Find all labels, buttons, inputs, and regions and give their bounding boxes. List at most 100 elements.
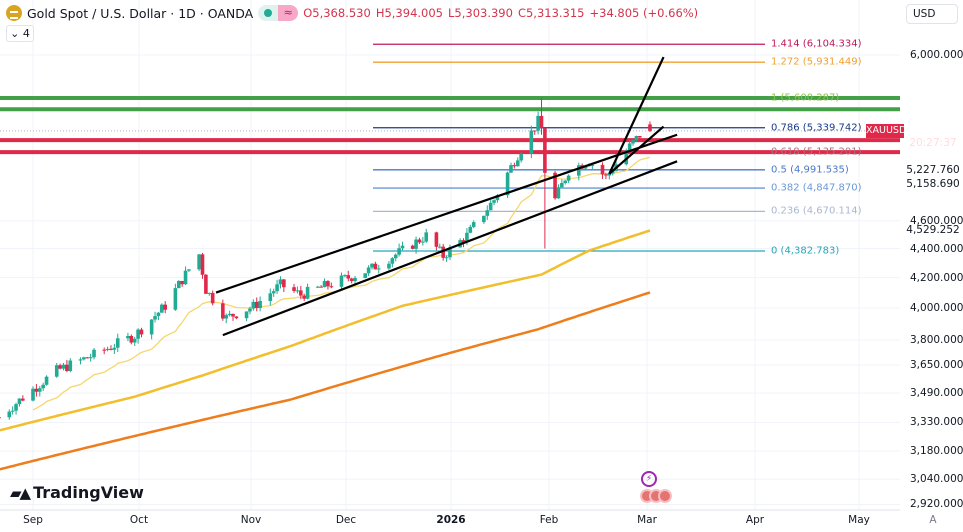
- candle-body: [85, 357, 90, 359]
- candle-body: [424, 232, 429, 242]
- candle-body: [448, 247, 452, 258]
- candle-body: [92, 349, 96, 358]
- candle-body: [417, 239, 422, 243]
- candle-body: [353, 277, 357, 282]
- price-axis-label: 3,650.000: [910, 359, 963, 372]
- candle-body: [231, 313, 235, 317]
- candle-body: [322, 281, 327, 288]
- fib-level-label: 0.786 (5,339.742): [771, 122, 862, 134]
- candle-body: [41, 384, 45, 389]
- candle-body: [248, 308, 252, 312]
- price-axis-label: 6,000.000: [910, 49, 963, 61]
- candle-body: [410, 245, 415, 249]
- price-tag-ma200: 4,100.990: [906, 285, 960, 297]
- candle-body: [88, 357, 93, 359]
- candle-body: [376, 268, 381, 270]
- candle-body: [258, 301, 262, 308]
- candle-body: [105, 348, 110, 350]
- fib-level-label: 1.414 (6,104.334): [771, 38, 862, 50]
- last-price: 5,313.315: [906, 124, 960, 136]
- trendline-channel-lower: [222, 160, 678, 337]
- candle-body: [109, 348, 113, 350]
- candle-body: [207, 292, 212, 294]
- price-tag-5135: 5,135.000: [906, 191, 960, 203]
- candle-body: [61, 364, 66, 369]
- candle-body: [200, 254, 205, 275]
- candle-body: [44, 376, 49, 385]
- candle-body: [471, 222, 476, 227]
- ohlc-close: C5,313.315: [517, 6, 585, 20]
- candle-body: [295, 290, 300, 292]
- candle-body: [492, 200, 496, 203]
- candle-body: [132, 338, 137, 343]
- price-axis-label: 3,040.000: [910, 473, 963, 486]
- candle-body: [366, 267, 371, 274]
- candle-body: [268, 293, 273, 302]
- time-axis-label: Dec: [335, 514, 357, 526]
- candle-body: [512, 165, 517, 167]
- auto-scale-button[interactable]: A: [929, 514, 937, 526]
- candle-body: [648, 124, 652, 131]
- candle-body: [305, 286, 310, 299]
- ma50-line: [0, 229, 651, 432]
- candle-body: [560, 182, 564, 188]
- candle-body: [400, 245, 405, 249]
- candle-body: [326, 281, 330, 287]
- indicators-toggle-button[interactable]: ⌄ 4: [6, 25, 34, 42]
- candle-body: [519, 153, 523, 161]
- candle-body: [485, 210, 490, 216]
- tradingview-logo: ▰▲ TradingView: [10, 483, 144, 502]
- candle-body: [566, 175, 571, 181]
- candle-body: [187, 269, 191, 271]
- candle-body: [624, 150, 629, 165]
- candle-body: [129, 335, 134, 343]
- event-lightning-icon[interactable]: ⚡: [641, 471, 657, 487]
- candle-body: [393, 254, 398, 259]
- candle-body: [82, 357, 86, 360]
- candle-body: [495, 195, 500, 201]
- candle-body: [37, 388, 42, 392]
- candle-body: [115, 338, 120, 348]
- us-flag-event-icon[interactable]: [658, 489, 672, 503]
- candle-body: [136, 329, 140, 339]
- candle-body: [254, 301, 259, 308]
- candle-body: [315, 286, 320, 288]
- symbol-header: Gold Spot / U.S. Dollar · 1D · OANDA ≈ O…: [6, 5, 698, 21]
- fib-level-label: 0.5 (4,991.535): [771, 164, 849, 176]
- candle-body: [532, 130, 537, 132]
- candle-body: [251, 301, 256, 309]
- candle-body: [441, 246, 445, 258]
- candle-body: [271, 291, 276, 294]
- candle-body: [54, 365, 59, 377]
- price-tag-5600: 5,600.000: [906, 89, 960, 101]
- trendline-wedge-steep: [608, 56, 665, 175]
- time-axis-label: Apr: [745, 514, 765, 526]
- price-tag-ma50: 4,529.252: [906, 224, 960, 236]
- symbol-title[interactable]: Gold Spot / U.S. Dollar · 1D · OANDA: [27, 5, 254, 21]
- time-axis-label: Oct: [129, 514, 149, 526]
- price-axis-label: 3,180.000: [910, 445, 963, 458]
- time-axis-label: 2026: [436, 514, 466, 526]
- time-axis-label: Feb: [539, 514, 559, 526]
- data-approx-icon[interactable]: ≈: [278, 5, 299, 21]
- candle-body: [434, 232, 439, 247]
- price-axis-label: 4,200.000: [910, 271, 963, 284]
- price-axis-label: 2,920.000: [910, 498, 963, 511]
- candle-body: [539, 115, 544, 129]
- candle-body: [102, 349, 106, 351]
- candle-body: [292, 287, 296, 291]
- candle-body: [390, 258, 395, 264]
- candle-body: [543, 128, 547, 173]
- market-open-status-icon[interactable]: [258, 5, 279, 21]
- candle-body: [65, 364, 69, 372]
- candle-body: [34, 388, 39, 392]
- candle-body: [160, 304, 164, 313]
- candle-body: [397, 248, 401, 255]
- candle-body: [465, 232, 469, 243]
- fib-level-label: 1.272 (5,931.449): [771, 56, 862, 68]
- currency-button[interactable]: USD: [906, 4, 958, 24]
- candle-body: [180, 280, 184, 285]
- time-axis-label: Sep: [23, 514, 43, 526]
- candle-body: [156, 312, 161, 317]
